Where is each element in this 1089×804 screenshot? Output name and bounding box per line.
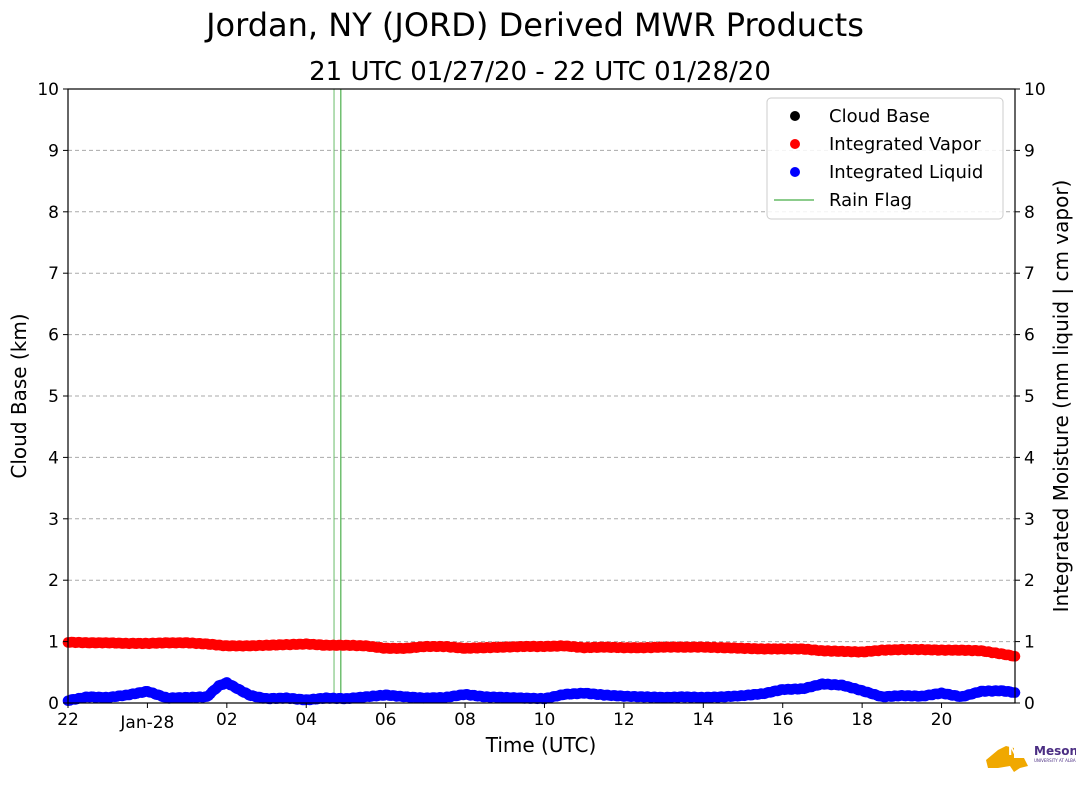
x-tick-label: Jan-28 <box>119 713 174 733</box>
x-tick-label: 20 <box>931 710 953 730</box>
y-tick-label-right: 2 <box>1024 571 1035 591</box>
y-tick-label-left: 9 <box>48 141 59 161</box>
x-tick-label: 06 <box>375 710 397 730</box>
y-tick-label-right: 0 <box>1024 694 1035 714</box>
y-tick-label-left: 5 <box>48 387 59 407</box>
x-axis: 22 Jan-28 02 04 06 08 10 12 14 16 18 20 <box>57 703 952 733</box>
svg-text:NYS: NYS <box>1008 744 1035 758</box>
grid <box>68 149 1015 643</box>
y-tick-label-left: 4 <box>48 448 59 468</box>
x-axis-label: Time (UTC) <box>485 733 597 757</box>
y-axis-right-label: Integrated Moisture (mm liquid | cm vapo… <box>1049 180 1073 613</box>
y-tick-label-right: 1 <box>1024 633 1035 653</box>
chart-subtitle: 21 UTC 01/27/20 - 22 UTC 01/28/20 <box>309 57 771 87</box>
chart-title: Jordan, NY (JORD) Derived MWR Products <box>204 6 864 44</box>
legend: Cloud Base Integrated Vapor Integrated Liq… <box>766 97 1004 220</box>
x-tick-label: 04 <box>295 710 317 730</box>
y-tick-label-right: 4 <box>1024 448 1035 468</box>
legend-box <box>766 97 1004 220</box>
svg-text:UNIVERSITY AT ALBANY: UNIVERSITY AT ALBANY <box>1034 758 1076 763</box>
legend-label: Cloud Base <box>829 106 930 127</box>
x-tick-label: 12 <box>613 710 635 730</box>
y-tick-label-left: 7 <box>48 264 59 284</box>
y-tick-label-right: 8 <box>1024 203 1035 223</box>
y-tick-label-right: 5 <box>1024 387 1035 407</box>
y-tick-label-left: 6 <box>48 326 59 346</box>
nys-mesonet-logo: NYS Mesonet UNIVERSITY AT ALBANY <box>986 744 1076 772</box>
y-tick-label-right: 7 <box>1024 264 1035 284</box>
x-tick-label: 18 <box>851 710 873 730</box>
y-tick-label-right: 3 <box>1024 510 1035 530</box>
legend-label: Integrated Vapor <box>829 134 981 155</box>
legend-label: Rain Flag <box>829 190 912 211</box>
vapor-series <box>62 636 1021 662</box>
x-tick-label: 08 <box>454 710 476 730</box>
y-axis-left-label: Cloud Base (km) <box>7 313 31 478</box>
x-tick-label: 16 <box>772 710 794 730</box>
y-tick-label-left: 3 <box>48 510 59 530</box>
svg-text:Mesonet: Mesonet <box>1034 744 1076 758</box>
x-tick-label: 02 <box>216 710 238 730</box>
y-tick-label-left: 0 <box>48 694 59 714</box>
y-tick-label-left: 10 <box>37 80 59 100</box>
y-axis-left: 0 1 2 3 4 5 6 7 8 9 10 <box>37 80 68 714</box>
x-tick-label: 22 <box>57 710 79 730</box>
legend-marker <box>790 111 800 121</box>
legend-marker <box>790 139 800 149</box>
legend-marker <box>790 167 800 177</box>
ny-state-shape-icon <box>986 746 1028 772</box>
y-tick-label-left: 8 <box>48 203 59 223</box>
x-tick-label: 10 <box>534 710 556 730</box>
y-tick-label-right: 9 <box>1024 141 1035 161</box>
rain-flag-layer <box>333 89 342 703</box>
y-tick-label-right: 10 <box>1024 80 1046 100</box>
y-tick-label-right: 6 <box>1024 326 1035 346</box>
legend-label: Integrated Liquid <box>829 162 983 183</box>
x-tick-label: 14 <box>692 710 714 730</box>
y-axis-right: 0 1 2 3 4 5 6 7 8 9 10 <box>1015 80 1046 714</box>
y-tick-label-left: 1 <box>48 633 59 653</box>
liquid-series <box>62 677 1021 707</box>
y-tick-label-left: 2 <box>48 571 59 591</box>
